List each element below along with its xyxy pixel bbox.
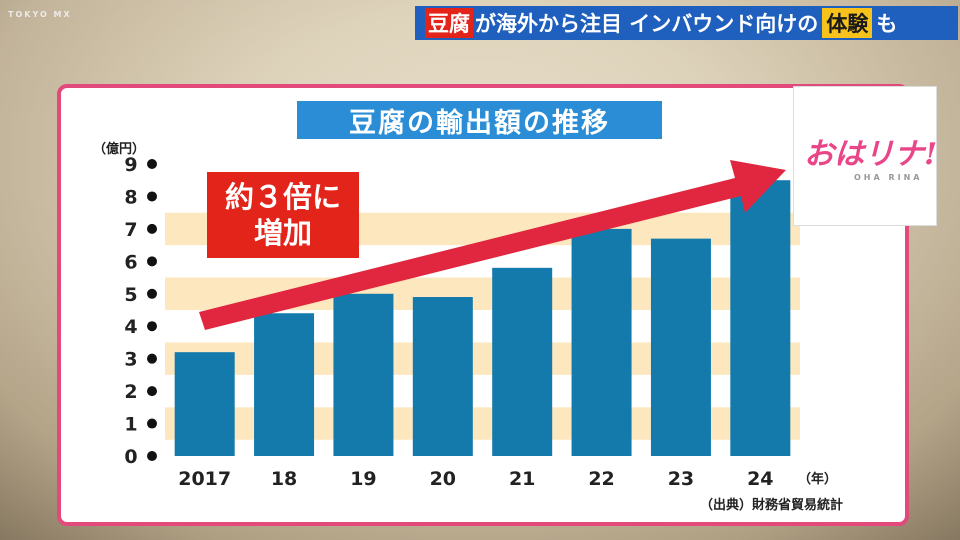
bar — [730, 180, 791, 456]
bar — [174, 352, 235, 456]
y-tick-label: 2 — [124, 381, 137, 403]
y-tick-dot — [147, 321, 157, 332]
bar — [650, 238, 711, 456]
x-tick-label: 21 — [509, 468, 535, 490]
program-logo-text: おはリナ! — [804, 137, 938, 172]
x-tick-label: 19 — [350, 468, 376, 490]
y-tick-dot — [147, 223, 157, 234]
y-tick-dot — [147, 386, 157, 397]
headline-text: が海外から注目 インバウンド向けの — [475, 12, 819, 36]
x-tick-label: 2017 — [178, 468, 231, 490]
headline-banner: 豆腐 が海外から注目 インバウンド向けの 体験 も — [415, 6, 958, 40]
y-tick-label: 5 — [124, 284, 137, 306]
y-tick-dot — [147, 191, 157, 202]
headline-text-end: も — [876, 12, 898, 36]
y-tick-label: 4 — [124, 316, 137, 338]
callout-line-2: 増加 — [253, 216, 312, 250]
x-tick-label: 23 — [668, 468, 694, 490]
x-tick-label: 22 — [588, 468, 614, 490]
bar — [571, 228, 632, 456]
y-tick-label: 0 — [124, 446, 137, 468]
x-tick-label: 24 — [747, 468, 773, 490]
y-tick-label: 6 — [124, 251, 137, 273]
y-tick-label: 1 — [124, 414, 137, 436]
y-tick-label: 3 — [124, 349, 137, 371]
chart-title: 豆腐の輸出額の推移 — [297, 101, 662, 139]
y-tick-dot — [147, 159, 157, 169]
y-axis-unit-label: （億円） — [93, 142, 146, 157]
y-tick-dot — [147, 451, 157, 461]
increase-callout: 約３倍に 増加 — [207, 172, 359, 258]
y-tick-dot — [147, 353, 157, 364]
bar — [254, 313, 315, 456]
y-tick-dot — [147, 418, 157, 429]
trend-arrow — [199, 160, 786, 330]
program-logo: おはリナ! OHA RINA — [793, 86, 937, 226]
y-tick-dot — [147, 256, 157, 267]
bar — [333, 293, 394, 456]
channel-logo: TOKYO MX — [8, 10, 72, 19]
x-tick-label: 20 — [430, 468, 456, 490]
x-tick-label: 18 — [271, 468, 297, 490]
callout-line-1: 約３倍に — [224, 180, 341, 214]
y-tick-dot — [147, 288, 157, 299]
bar — [492, 267, 553, 456]
y-tick-label: 9 — [124, 154, 137, 176]
headline-highlight-experience: 体験 — [822, 8, 873, 38]
x-axis-unit-label: （年） — [798, 472, 838, 487]
y-tick-label: 8 — [124, 186, 137, 208]
program-logo-subtext: OHA RINA — [854, 173, 923, 182]
headline-highlight-tofu: 豆腐 — [425, 8, 473, 38]
bar — [412, 297, 473, 456]
y-tick-label: 7 — [124, 219, 137, 241]
source-note: （出典）財務省貿易統計 — [700, 498, 844, 513]
